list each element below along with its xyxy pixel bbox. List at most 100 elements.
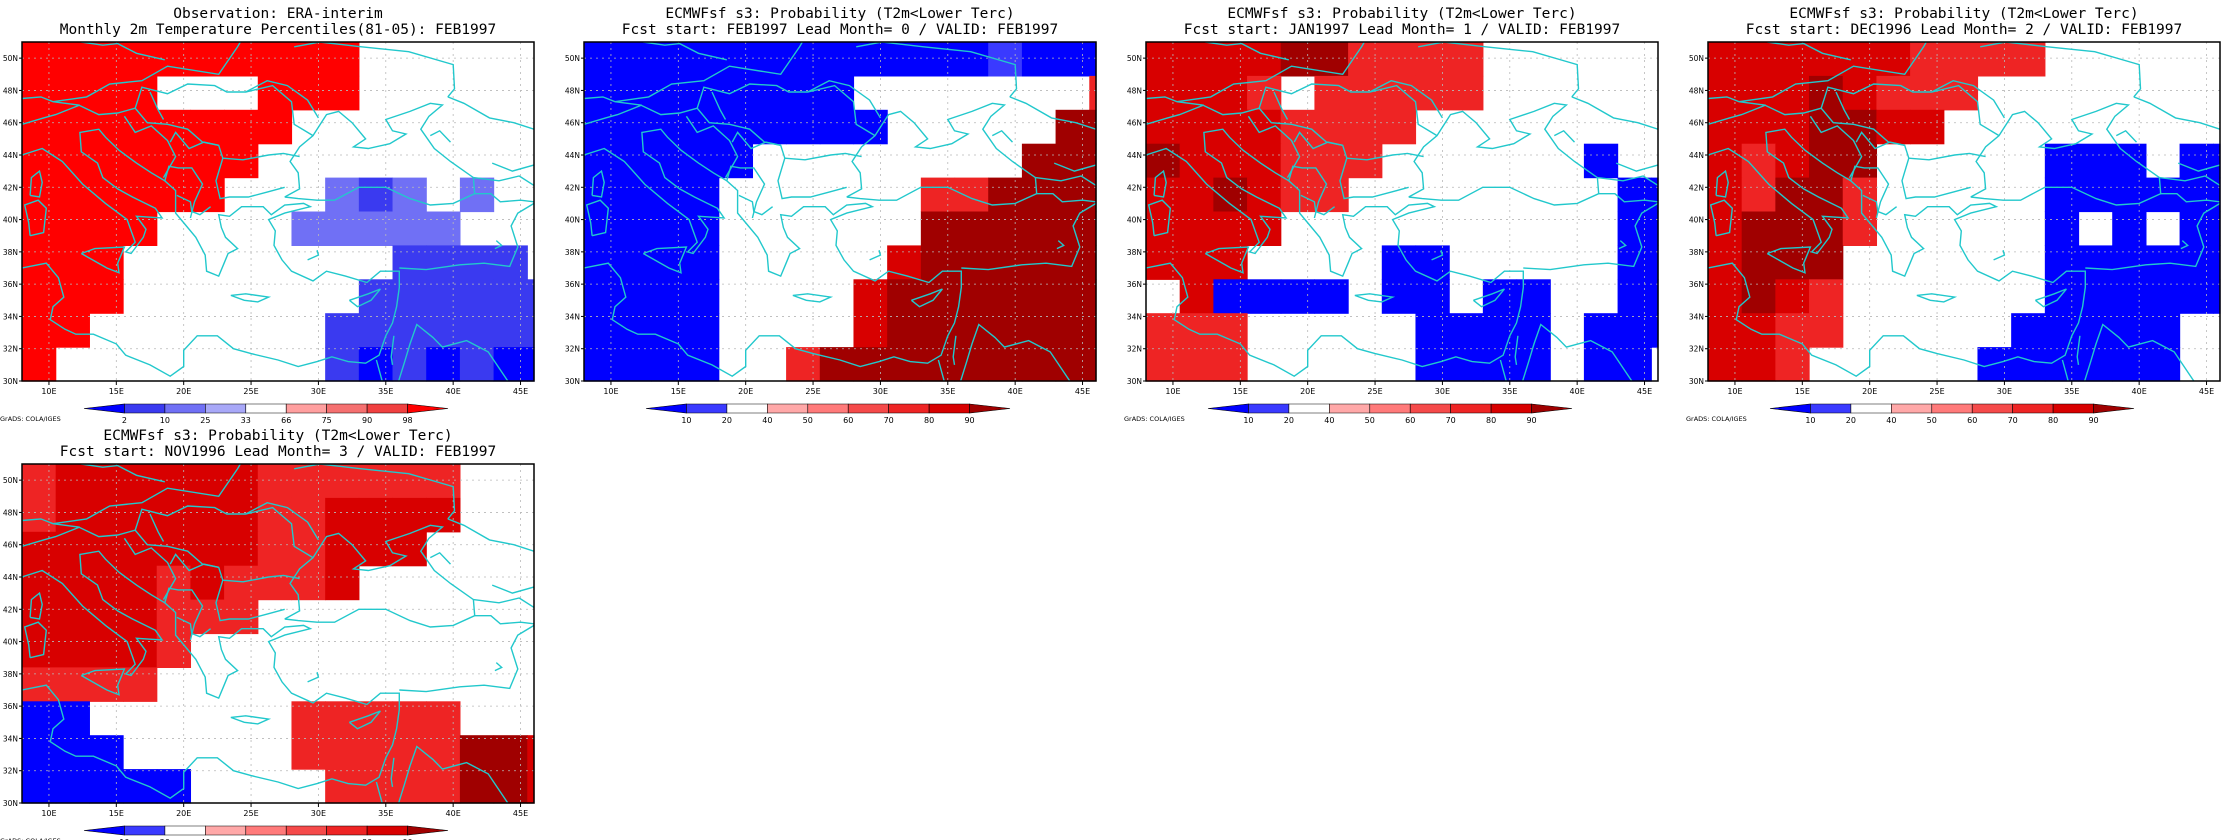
heatmap-cell (2078, 347, 2113, 382)
heatmap-cell (853, 279, 888, 314)
y-tick-label: 32N (1689, 345, 1704, 354)
colorbar-label: 20 (722, 416, 732, 425)
grads-credit: GrADS: COLA/IGES (0, 837, 61, 840)
heatmap-cell (325, 497, 360, 533)
heatmap-cell (1943, 42, 1979, 77)
coastline (1204, 246, 1250, 274)
coastline (1056, 240, 1065, 250)
heatmap-cell (1775, 75, 1810, 111)
heatmap-cell (1146, 347, 1181, 382)
heatmap-cell (584, 75, 619, 111)
y-tick-label: 38N (3, 248, 18, 257)
coastline (696, 83, 876, 159)
coastline (307, 672, 320, 683)
heatmap-cell (2011, 347, 2046, 382)
heatmap-cell (1583, 313, 1619, 348)
coastline (1618, 240, 1627, 250)
grads-credit: GrADS: COLA/IGES (1124, 415, 1185, 423)
coastline (1035, 175, 1096, 203)
heatmap-cell (1179, 279, 1214, 314)
heatmap-cell (1089, 109, 1097, 145)
coastline (164, 587, 204, 641)
heatmap-cell (1449, 75, 1484, 111)
coastline (738, 194, 774, 216)
heatmap-cell (685, 313, 720, 348)
heatmap-cell (325, 211, 360, 246)
coastline (1901, 157, 1971, 200)
heatmap-cell (617, 109, 652, 145)
coastline (230, 715, 272, 725)
coastline (1571, 96, 1658, 130)
colorbar-label: 75 (322, 416, 332, 425)
heatmap-cell (89, 633, 124, 668)
coastline (245, 79, 319, 119)
heatmap-cell (527, 313, 535, 348)
heatmap-cell (584, 279, 619, 314)
coastline (1931, 79, 2005, 119)
heatmap-cell (1146, 42, 1181, 77)
heatmap-cell (291, 735, 326, 770)
heatmap-cell (325, 75, 360, 111)
heatmap-cell (325, 769, 360, 804)
coastline (284, 524, 476, 628)
y-tick-label: 30N (1127, 377, 1142, 386)
heatmap-cell (819, 75, 855, 111)
colorbar-swatch (1850, 403, 1892, 414)
x-tick-label: 20E (176, 809, 191, 818)
colorbar-swatch (726, 403, 768, 414)
coastlines (584, 42, 1123, 381)
heatmap-cell (2179, 177, 2214, 213)
coastline (215, 157, 285, 200)
heatmap-cell (1651, 211, 1659, 246)
coastline (1672, 155, 1685, 203)
heatmap-cell (459, 313, 495, 348)
heatmap-cell (257, 42, 293, 77)
heatmap-cell (2145, 279, 2181, 314)
map-frame (583, 41, 1097, 382)
heatmap-cell (2078, 143, 2113, 179)
coastline (1615, 162, 1658, 172)
heatmap-cell (1651, 245, 1659, 280)
coastline (1597, 175, 1658, 203)
heatmap-cell (22, 177, 57, 213)
heatmap-cell (954, 245, 989, 280)
heatmap-cell (1381, 109, 1417, 145)
y-tick-label: 32N (1127, 345, 1142, 354)
coastline (1053, 162, 1096, 172)
y-tick-label: 34N (3, 312, 18, 321)
y-tick-label: 44N (3, 573, 18, 582)
map-panel-3: ECMWFsf s3: Probability (T2m<Lower Terc)… (1124, 6, 1685, 425)
heatmap-cell (617, 75, 652, 111)
coastline (2234, 155, 2240, 203)
colorbar-label: 80 (924, 416, 934, 425)
heatmap-cell (426, 464, 461, 499)
heatmap-cell (1021, 245, 1057, 280)
coastline (1855, 131, 1905, 150)
heatmap-cell (1741, 109, 1776, 145)
coastline (1110, 155, 1123, 203)
heatmap-cell (2213, 279, 2221, 314)
heatmap-cell (1089, 313, 1097, 348)
heatmap-cell (1741, 42, 1776, 77)
heatmap-cell (2213, 245, 2221, 280)
heatmap-cell (1179, 245, 1214, 280)
heatmap-cell (1708, 42, 1743, 77)
coastline (2061, 323, 2195, 381)
coastline (1418, 42, 1580, 98)
y-tick-label: 34N (1127, 312, 1142, 321)
heatmap-cell (1415, 313, 1450, 348)
heatmap-cell (22, 75, 57, 111)
coastline (1820, 83, 2000, 159)
heatmap-cell (1415, 75, 1450, 111)
colorbar-label: 10 (119, 838, 129, 840)
heatmap-cell (887, 313, 922, 348)
colorbar-swatch (366, 825, 408, 836)
coastline (80, 246, 126, 274)
coastline (731, 131, 781, 150)
heatmap-cell (718, 109, 754, 145)
heatmap-cell (55, 667, 90, 702)
heatmap-cell (123, 769, 158, 804)
heatmap-cell (291, 701, 326, 736)
x-tick-label: 35E (378, 809, 393, 818)
x-tick-label: 20E (1862, 387, 1877, 396)
